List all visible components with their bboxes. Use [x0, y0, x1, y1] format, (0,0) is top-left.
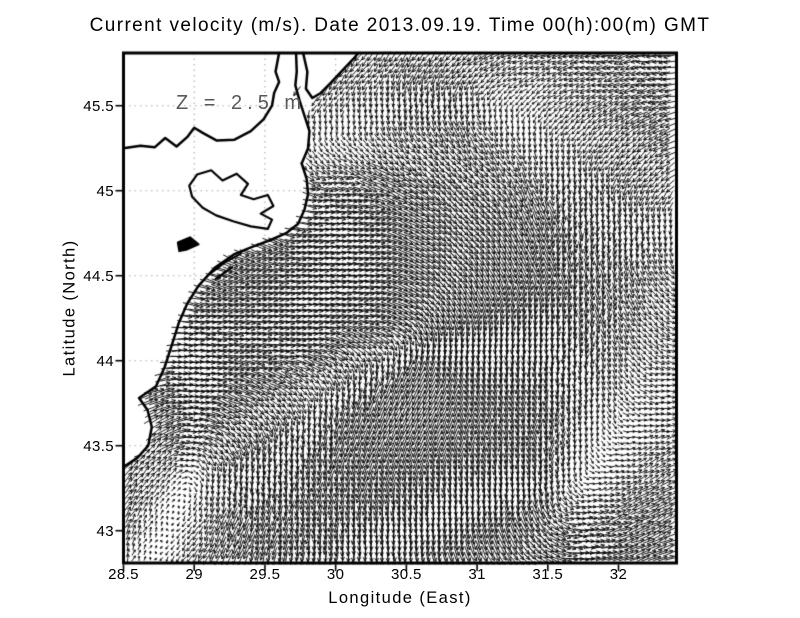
y-tick-label: 43	[96, 522, 114, 540]
x-tick-label: 30.5	[390, 566, 422, 583]
x-tick-label: 28.5	[108, 566, 139, 583]
x-tick-label: 30	[326, 566, 345, 583]
x-axis-label: Longitude (East)	[328, 589, 472, 607]
chart-title: Current velocity (m/s). Date 2013.09.19.…	[89, 15, 711, 36]
depth-annotation: Z = 2.5 m	[176, 92, 307, 114]
x-tick-label: 31.5	[532, 566, 564, 583]
x-tick-label: 32	[609, 566, 628, 583]
x-tick-label: 29.5	[249, 566, 281, 583]
y-tick-label: 44.5	[83, 267, 114, 285]
y-tick-label: 45.5	[83, 97, 114, 115]
x-tick-label: 29	[185, 566, 203, 583]
y-tick-label: 45	[96, 182, 114, 200]
y-tick-label: 43.5	[83, 437, 114, 455]
y-tick-label: 44	[96, 352, 114, 370]
x-tick-label: 31	[468, 566, 486, 583]
